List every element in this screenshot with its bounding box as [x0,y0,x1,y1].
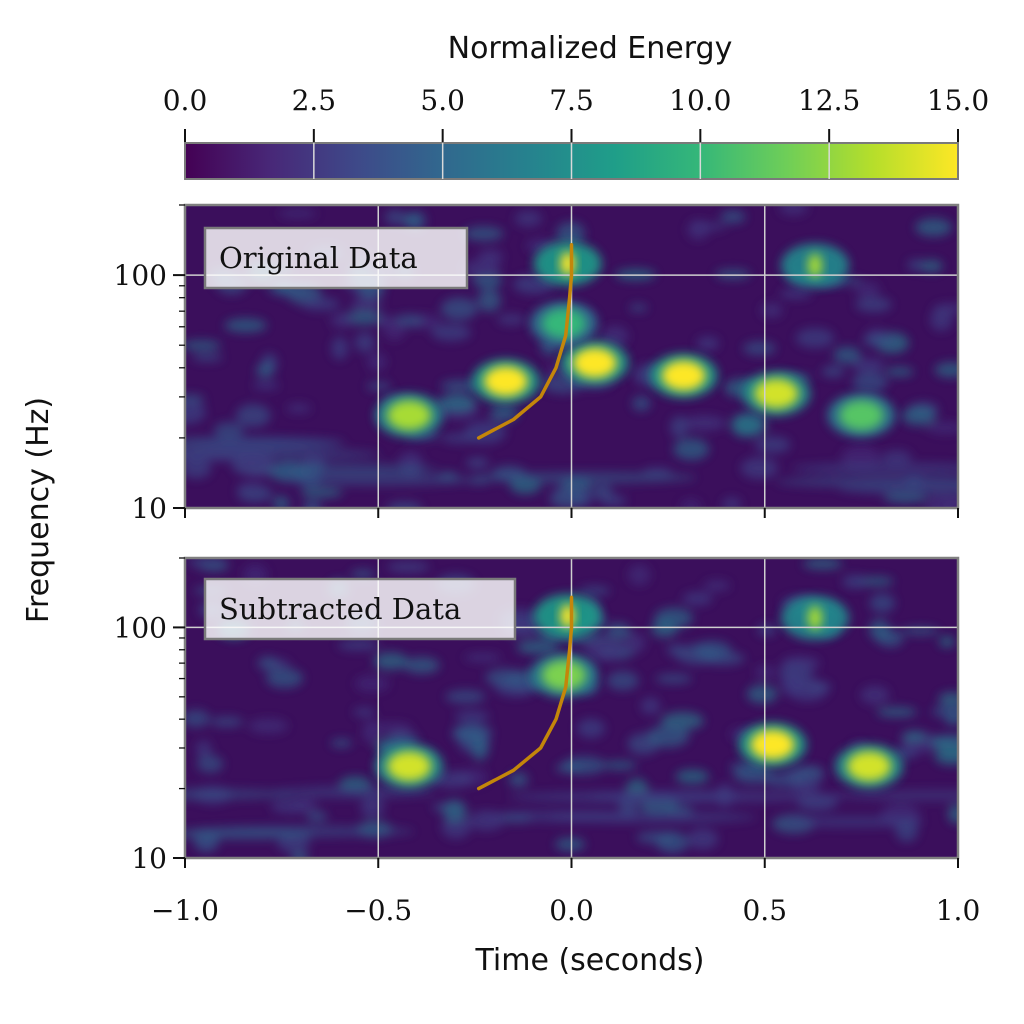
panel-label-box [203,577,517,641]
panel-label-box [203,226,469,290]
x-tick-label: −1.0 [151,894,219,927]
panel-subtracted-data: 10 100 Subtracted Data [114,556,960,875]
x-tick-label: 0.0 [549,894,594,927]
x-tick-label: 1.0 [936,894,981,927]
energy-blob [750,729,795,760]
colorbar-tick-label: 12.5 [798,84,860,117]
panel-label: Original Data [219,241,418,275]
colorbar-tick-label: 7.5 [549,84,594,117]
energy-blob [847,751,892,782]
panel-original-data: 10 100 Original Data [114,203,960,525]
energy-blob [839,400,884,431]
y-tick-label: 100 [114,259,167,292]
colorbar-tick-labels: 0.0 2.5 5.0 7.5 10.0 12.5 15.0 [163,84,989,117]
y-tick-label: 10 [131,492,167,525]
spectrogram-texture [185,558,958,858]
energy-blob [754,378,799,409]
colorbar-gridlines [313,143,830,179]
colorbar-tick-label: 0.0 [163,84,208,117]
energy-blob [807,605,822,630]
y-tick-label: 100 [114,611,167,644]
energy-blob [572,347,617,378]
energy-blob [541,660,586,691]
y-axis-label: Frequency (Hz) [21,397,56,623]
colorbar-title: Normalized Energy [448,31,733,66]
y-tick-label: 10 [131,842,167,875]
colorbar-tick-label: 15.0 [927,84,989,117]
chirp-track-line [476,243,574,440]
colorbar-tick-label: 5.0 [420,84,465,117]
energy-blob [661,360,706,391]
x-tick-labels: −1.0 −0.5 0.0 0.5 1.0 [151,894,980,927]
colorbar-ticks [184,129,959,143]
energy-blob [483,366,528,397]
energy-blob [807,253,822,278]
energy-blob [541,308,586,339]
energy-blob [387,400,432,431]
colorbar-tick-label: 2.5 [292,84,337,117]
chirp-track-line [476,595,574,791]
colorbar-tick-label: 10.0 [669,84,731,117]
x-tick-label: 0.5 [742,894,787,927]
panel-label: Subtracted Data [219,592,461,626]
x-axis-label: Time (seconds) [475,943,705,978]
x-tick-label: −0.5 [344,894,412,927]
energy-blob [387,751,432,782]
